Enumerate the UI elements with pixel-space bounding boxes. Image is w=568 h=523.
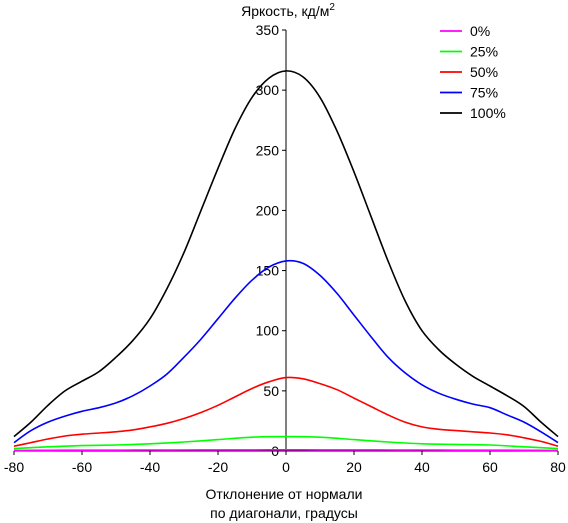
y-tick-label: 0 xyxy=(271,443,279,459)
x-tick-label: 0 xyxy=(282,459,290,475)
y-axis-title-text: Яркость, кд/м xyxy=(241,3,329,19)
y-tick-label: 350 xyxy=(256,22,280,38)
y-tick-label: 100 xyxy=(256,323,280,339)
x-tick-label: 60 xyxy=(482,459,498,475)
y-tick-label: 250 xyxy=(256,142,280,158)
y-axis-title-superscript: 2 xyxy=(329,2,335,13)
y-tick-label: 200 xyxy=(256,202,280,218)
series-line-0pct xyxy=(13,449,559,452)
x-tick-label: -40 xyxy=(140,459,160,475)
legend-label: 100% xyxy=(470,105,506,121)
series-line-75pct xyxy=(13,259,559,444)
series-line-50pct xyxy=(13,376,559,447)
legend-label: 50% xyxy=(470,64,498,80)
legend: 0% 25% 50% 75% 100% xyxy=(440,23,506,121)
legend-label: 0% xyxy=(470,23,490,39)
series-line-100pct xyxy=(13,70,559,438)
x-tick-label: -20 xyxy=(208,459,228,475)
x-tick-label: -60 xyxy=(72,459,92,475)
legend-label: 25% xyxy=(470,44,498,60)
y-tick-label: 300 xyxy=(256,82,280,98)
series-layer xyxy=(13,70,559,452)
x-axis-title-line2: по диагонали, градусы xyxy=(210,505,358,521)
y-tick-label: 50 xyxy=(263,383,279,399)
y-axis-title: Яркость, кд/м2 xyxy=(241,2,335,19)
series-line-25pct xyxy=(13,435,559,450)
x-tick-label: 40 xyxy=(414,459,430,475)
y-tick-label: 150 xyxy=(256,263,280,279)
x-tick-label: 80 xyxy=(550,459,566,475)
axes: 0 50 100 150 200 250 300 350 -80 -60 -40 -20 0 20 40 60… xyxy=(4,22,566,475)
x-tick-label: 20 xyxy=(346,459,362,475)
x-tick-label: -80 xyxy=(4,459,24,475)
x-axis-title-line1: Отклонение от нормали xyxy=(206,486,363,502)
legend-label: 75% xyxy=(470,85,498,101)
